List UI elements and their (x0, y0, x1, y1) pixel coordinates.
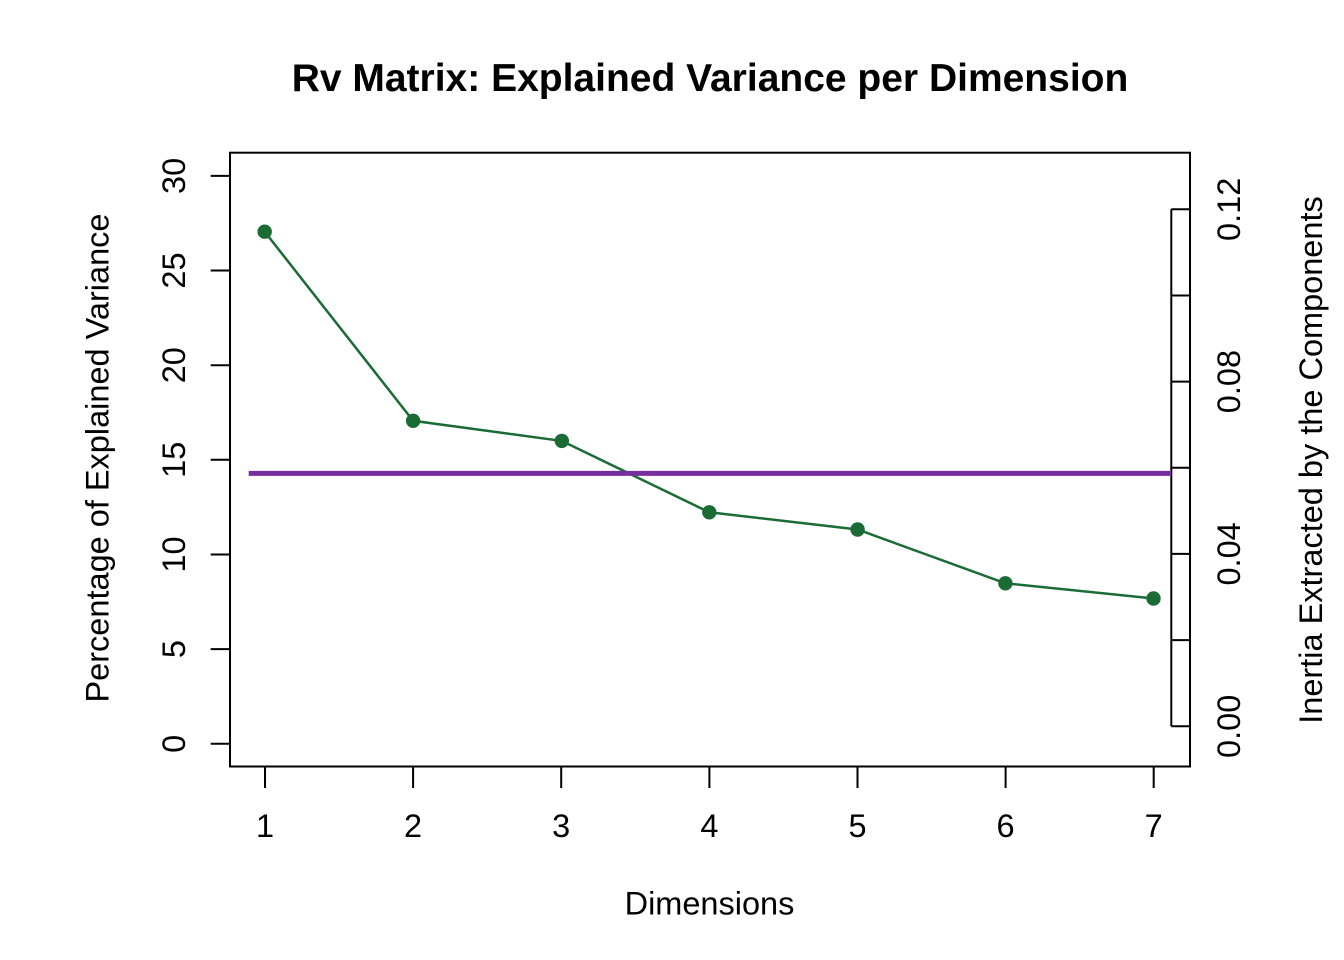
svg-text:0.04: 0.04 (1211, 522, 1247, 585)
svg-text:20: 20 (156, 347, 192, 383)
svg-text:Inertia Extracted by the Compo: Inertia Extracted by the Components (1293, 196, 1329, 724)
svg-text:2: 2 (404, 808, 422, 844)
svg-text:0.08: 0.08 (1211, 350, 1247, 413)
svg-text:10: 10 (156, 536, 192, 572)
svg-text:30: 30 (156, 158, 192, 194)
svg-text:5: 5 (156, 640, 192, 658)
svg-text:6: 6 (997, 808, 1015, 844)
svg-text:0.12: 0.12 (1211, 178, 1247, 241)
svg-text:25: 25 (156, 252, 192, 288)
svg-text:1: 1 (256, 808, 274, 844)
svg-text:4: 4 (700, 808, 718, 844)
svg-text:0.00: 0.00 (1211, 695, 1247, 758)
svg-text:Rv Matrix: Explained Variance: Rv Matrix: Explained Variance per Dimens… (292, 57, 1129, 100)
svg-text:0: 0 (156, 735, 192, 753)
svg-text:7: 7 (1145, 808, 1163, 844)
svg-text:3: 3 (552, 808, 570, 844)
svg-text:15: 15 (156, 442, 192, 478)
svg-text:5: 5 (848, 808, 866, 844)
svg-text:Percentage of Explained Varian: Percentage of Explained Variance (80, 213, 116, 702)
svg-text:Dimensions: Dimensions (625, 886, 795, 922)
